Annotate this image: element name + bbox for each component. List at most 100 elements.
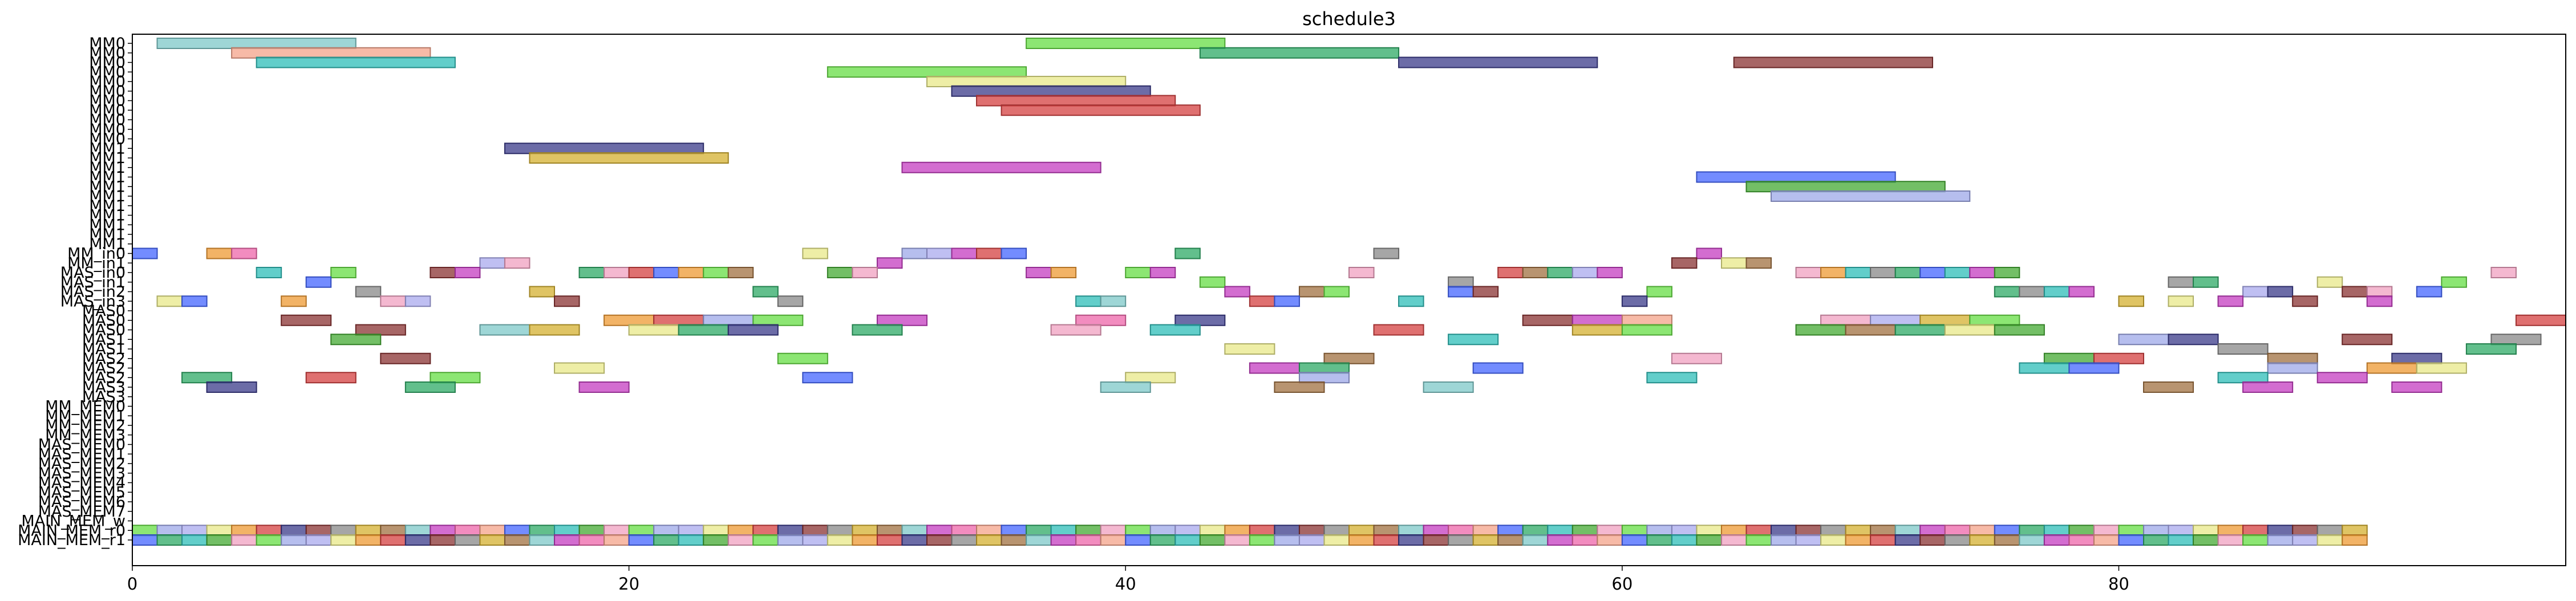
- memory-block: [852, 525, 878, 537]
- y-tick-label: MM_MEM0: [45, 398, 125, 416]
- memory-block: [628, 525, 655, 537]
- task-bar: [2019, 286, 2045, 298]
- task-bar: [1348, 267, 1375, 278]
- memory-block: [231, 525, 257, 537]
- memory-block: [2242, 534, 2269, 546]
- task-bar: [1597, 267, 1623, 278]
- task-bar: [2366, 286, 2393, 298]
- memory-block: [1249, 525, 1275, 537]
- memory-block: [231, 534, 257, 546]
- memory-block: [951, 525, 978, 537]
- task-bar: [976, 95, 1176, 107]
- memory-block: [1870, 534, 1896, 546]
- task-bar: [653, 314, 704, 326]
- task-bar: [181, 295, 208, 307]
- y-tick-label: MAS_in1: [60, 274, 125, 291]
- memory-block: [1696, 525, 1722, 537]
- task-bar: [231, 247, 257, 259]
- x-tick-label: 40: [1115, 574, 1136, 594]
- memory-block: [604, 525, 630, 537]
- memory-block: [1944, 534, 1971, 546]
- memory-block: [1944, 525, 1971, 537]
- y-tick-label: MM1: [89, 149, 125, 167]
- y-tick-label: MAS3: [82, 388, 125, 406]
- y-tick-label: MAS_MEM2: [38, 455, 125, 473]
- task-bar: [1969, 267, 1995, 278]
- task-bar: [951, 247, 978, 259]
- task-bar: [1298, 362, 1350, 374]
- task-bar: [2416, 286, 2443, 298]
- task-bar: [1919, 267, 1946, 278]
- memory-block: [1894, 534, 1921, 546]
- memory-block: [2193, 525, 2219, 537]
- y-tick-label: MM0: [89, 83, 125, 100]
- memory-block: [355, 534, 382, 546]
- y-tick-label: MM1: [89, 235, 125, 253]
- task-bar: [1423, 381, 1474, 393]
- memory-block: [1323, 534, 1350, 546]
- task-bar: [1026, 38, 1226, 49]
- x-tick-label: 0: [127, 574, 137, 594]
- task-bar: [504, 257, 530, 269]
- memory-block: [479, 525, 505, 537]
- task-bar: [1274, 295, 1300, 307]
- y-tick-label: MAIN_MEM_w: [21, 513, 125, 530]
- task-bar: [1174, 314, 1226, 326]
- plot-frame: [132, 34, 2566, 566]
- memory-block: [1274, 525, 1300, 537]
- task-bar: [777, 295, 804, 307]
- y-tick-label: MAIN_MEM_r1: [18, 531, 125, 549]
- memory-block: [1571, 525, 1598, 537]
- memory-block: [1845, 534, 1872, 546]
- memory-block: [2043, 525, 2070, 537]
- task-bar: [628, 267, 655, 278]
- task-bar: [578, 267, 605, 278]
- memory-block: [305, 534, 332, 546]
- task-bar: [703, 267, 729, 278]
- task-bar: [1100, 381, 1151, 393]
- task-bar: [305, 276, 332, 288]
- memory-block: [951, 534, 978, 546]
- task-bar: [2490, 267, 2517, 278]
- y-tick-label: MAS0: [82, 312, 125, 330]
- task-bar: [1522, 267, 1549, 278]
- task-bar: [1075, 314, 1127, 326]
- y-tick-label: MM_MEM3: [45, 427, 125, 444]
- memory-block: [1497, 534, 1524, 546]
- y-tick-label: MM_MEM1: [45, 407, 125, 425]
- memory-block: [1423, 525, 1449, 537]
- y-tick-label: MM1: [89, 159, 125, 177]
- task-bar: [1448, 286, 1474, 298]
- y-tick-label: MM1: [89, 226, 125, 243]
- memory-block: [2093, 525, 2120, 537]
- y-tick-label: MM1: [89, 169, 125, 186]
- task-bar: [256, 267, 282, 278]
- memory-block: [2043, 534, 2070, 546]
- memory-block: [1050, 525, 1077, 537]
- task-bar: [1522, 314, 1573, 326]
- memory-block: [1771, 525, 1797, 537]
- memory-block: [330, 534, 357, 546]
- task-bar: [2391, 352, 2443, 364]
- y-tick-label: MM_in0: [67, 245, 125, 263]
- memory-block: [1646, 534, 1672, 546]
- task-bar: [2068, 286, 2095, 298]
- task-bar: [628, 324, 679, 336]
- y-tick-label: MM1: [89, 188, 125, 205]
- task-bar: [2441, 276, 2467, 288]
- task-bar: [2316, 276, 2343, 288]
- memory-block: [1472, 534, 1499, 546]
- task-bar: [479, 324, 530, 336]
- task-bar: [2217, 372, 2269, 384]
- task-bar: [1994, 324, 2045, 336]
- task-bar: [1621, 295, 1648, 307]
- memory-block: [1795, 525, 1822, 537]
- task-bar: [1733, 56, 1933, 68]
- memory-block: [2316, 525, 2343, 537]
- memory-block: [132, 534, 158, 546]
- task-bar: [479, 257, 505, 269]
- memory-block: [380, 525, 406, 537]
- memory-block: [1398, 525, 1424, 537]
- y-tick-label: MM0: [89, 131, 125, 148]
- task-bar: [529, 286, 556, 298]
